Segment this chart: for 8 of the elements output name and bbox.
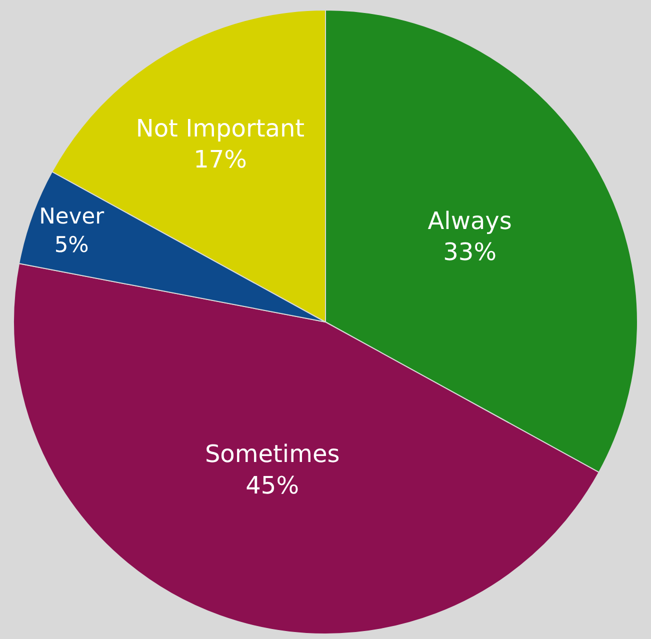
- data-label: 33%: [443, 238, 496, 266]
- data-label: 17%: [194, 146, 247, 174]
- data-label: 5%: [54, 233, 89, 258]
- slice-label: Always: [428, 207, 512, 236]
- slice-label: Not Important: [136, 114, 305, 142]
- slice-label: Never: [39, 204, 104, 230]
- slice-label: Sometimes: [204, 440, 340, 468]
- data-label: 45%: [246, 471, 299, 500]
